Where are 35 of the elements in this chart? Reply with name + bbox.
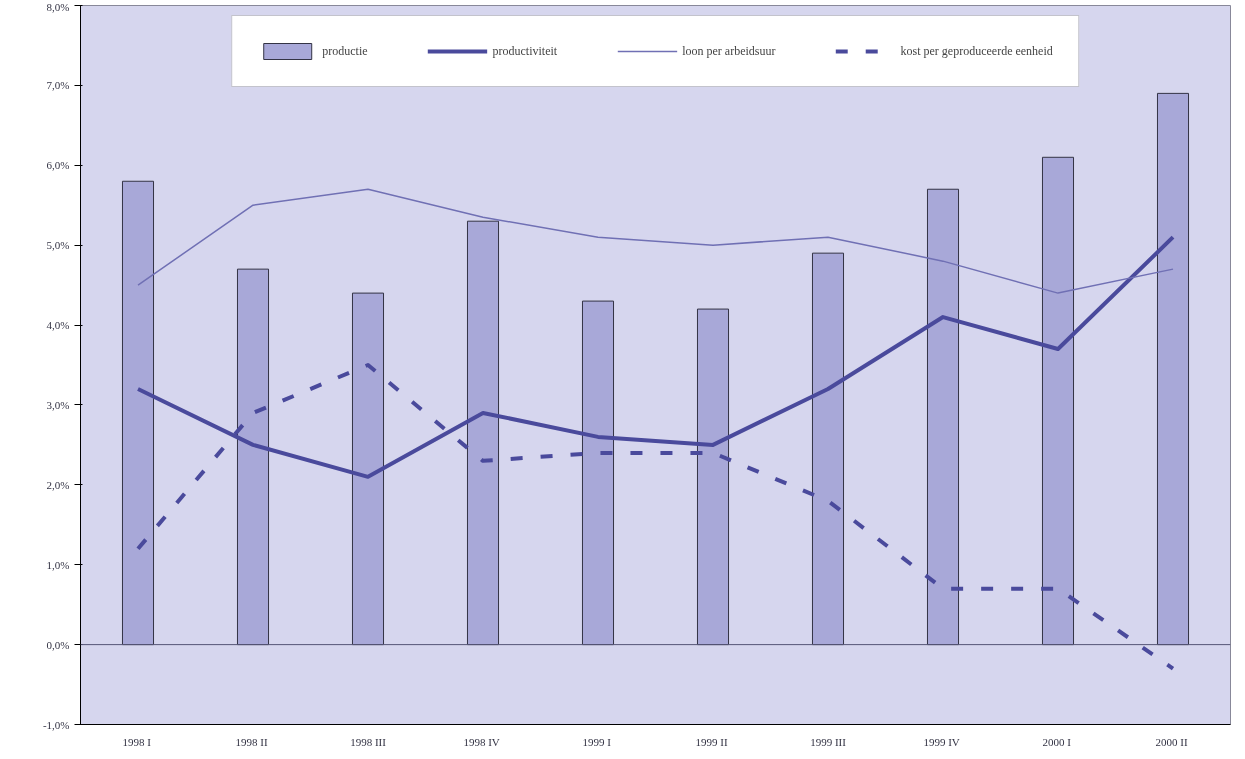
bar: [811, 252, 845, 646]
bar: [926, 188, 960, 646]
y-tick-label: 3,0%: [46, 398, 70, 411]
legend-label: productie: [322, 43, 368, 59]
x-tick-label: 1998 I: [122, 735, 152, 748]
bar: [1156, 92, 1190, 646]
bar: [351, 292, 385, 646]
bar: [121, 180, 155, 646]
bar: [466, 220, 500, 646]
legend-label: kost per geproduceerde eenheid: [900, 43, 1053, 59]
legend-label: productiviteit: [492, 43, 558, 59]
line-series: [137, 188, 1174, 294]
x-tick-label: 1999 I: [582, 735, 612, 748]
y-tick-label: 6,0%: [46, 159, 70, 172]
bar: [696, 308, 730, 646]
x-tick-label: 2000 II: [1155, 735, 1188, 748]
y-tick-label: 4,0%: [46, 319, 70, 332]
x-tick-label: 1998 IV: [463, 735, 500, 748]
x-tick-label: 1998 III: [350, 735, 387, 748]
bar: [1041, 156, 1075, 646]
x-tick-label: 1999 IV: [923, 735, 960, 748]
x-tick-label: 1999 III: [810, 735, 847, 748]
y-tick-label: 2,0%: [46, 478, 70, 491]
y-tick-label: -1,0%: [42, 718, 70, 731]
x-tick-label: 2000 I: [1042, 735, 1072, 748]
y-tick-label: 0,0%: [46, 638, 70, 651]
y-tick-label: 7,0%: [46, 79, 70, 92]
bar: [236, 268, 270, 646]
bar: [581, 300, 615, 646]
legend-label: loon per arbeidsuur: [682, 43, 776, 59]
x-tick-label: 1999 II: [695, 735, 728, 748]
x-tick-label: 1998 II: [235, 735, 268, 748]
y-tick-label: 5,0%: [46, 239, 70, 252]
y-tick-label: 1,0%: [46, 558, 70, 571]
y-tick-label: 8,0%: [46, 0, 70, 13]
